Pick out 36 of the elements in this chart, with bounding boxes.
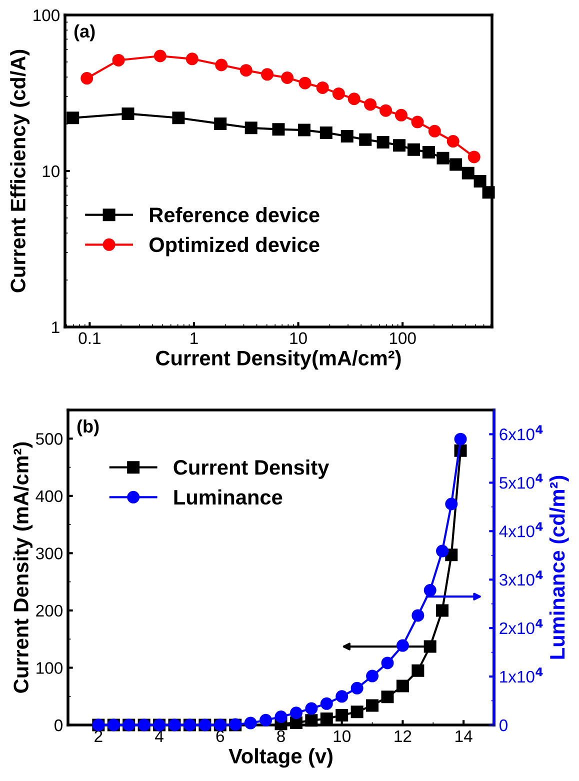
y2-tick-label: 1x10$^{4}$ xyxy=(500,668,543,683)
x-tick-label: 8 xyxy=(277,730,285,742)
y2-tick-label: 4x10$^{4}$ xyxy=(499,522,543,538)
y-tick-label: 1 xyxy=(52,322,60,334)
legend-label: Reference device xyxy=(150,207,320,222)
legend-label: Luminance xyxy=(174,489,282,505)
annotation: (b) xyxy=(77,419,99,436)
annotation: (a) xyxy=(74,24,95,42)
x-tick-label: 10 xyxy=(334,730,350,742)
legend-label: Current Density xyxy=(174,460,330,479)
x-axis-title: Current Density(mA/cm²) xyxy=(156,350,401,370)
x-axis-title: Voltage (v) xyxy=(228,748,332,768)
x-tick-label: 14 xyxy=(456,730,472,742)
y-axis-title: Current Density (mA/cm²) xyxy=(13,442,33,693)
y-tick-label: 10 xyxy=(42,165,60,178)
x-tick-label: 100 xyxy=(390,332,416,344)
y2-tick-label: 5x10$^{4}$ xyxy=(500,474,543,489)
y-tick-label: 0 xyxy=(54,719,62,732)
x-tick-label: 12 xyxy=(394,730,412,742)
x-tick-label: 10 xyxy=(290,332,307,344)
x-tick-label: 1 xyxy=(190,332,198,344)
y2-tick-label: 3x10$^{4}$ xyxy=(499,570,543,586)
y2-tick-label: 2x10$^{4}$ xyxy=(500,619,543,634)
y2-tick-label: 0 xyxy=(500,719,508,732)
x-tick-label: 4 xyxy=(155,730,164,742)
y2-tick-label: 6x10$^{4}$ xyxy=(500,425,543,440)
y-tick-label: 100 xyxy=(36,662,62,674)
y-tick-label: 400 xyxy=(36,490,62,502)
y2-axis-title: Luminance (cd/m²) xyxy=(549,476,569,659)
y-axis-title: Current Efficiency (cd/A) xyxy=(10,50,30,292)
legend-label: Optimized device xyxy=(150,236,320,256)
x-tick-label: 0.1 xyxy=(78,332,100,344)
y-tick-label: 500 xyxy=(36,433,62,445)
y-tick-label: 300 xyxy=(36,548,62,560)
y-tick-label: 200 xyxy=(36,604,62,617)
y-tick-label: 100 xyxy=(34,9,60,22)
